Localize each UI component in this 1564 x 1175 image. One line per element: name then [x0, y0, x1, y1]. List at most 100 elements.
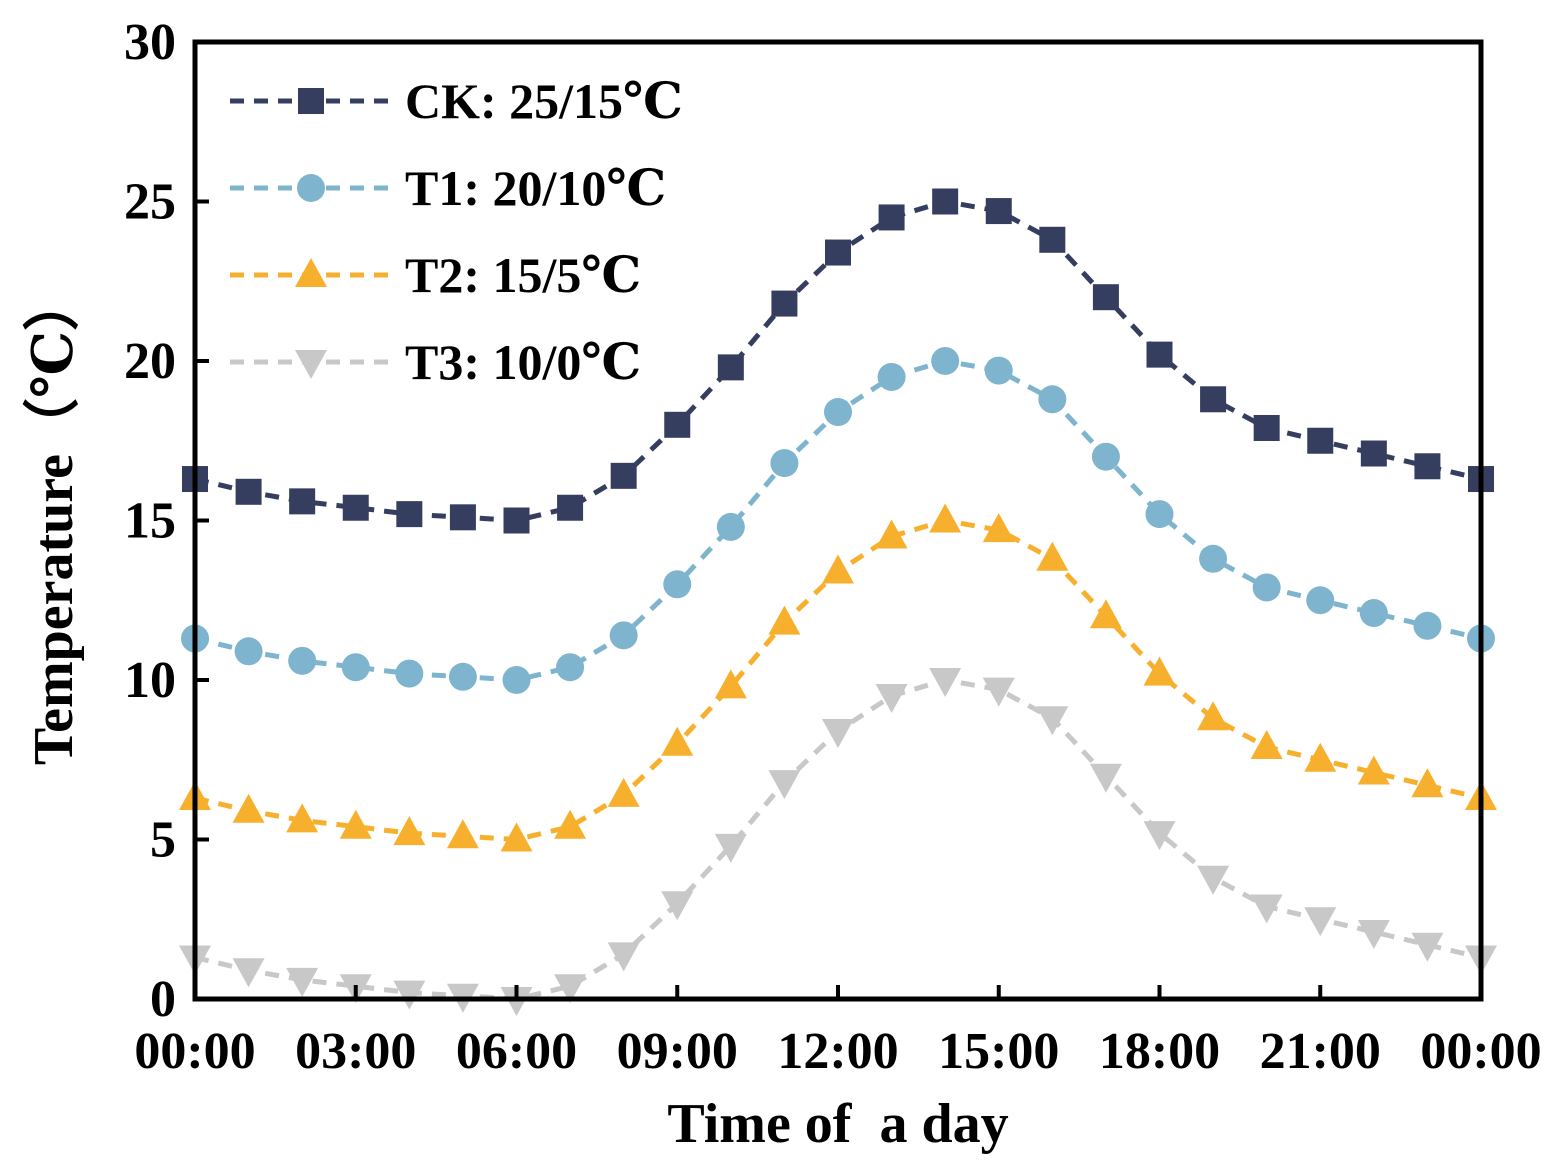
data-point [235, 478, 262, 505]
legend-item: T3: 10/0℃ [230, 334, 641, 390]
data-point [661, 891, 694, 921]
data-point [557, 494, 584, 521]
data-point [932, 188, 959, 215]
data-point [500, 822, 533, 852]
data-point [1089, 763, 1122, 793]
data-point [1036, 541, 1069, 571]
legend-label: T2: 15/5℃ [405, 247, 641, 303]
data-point [875, 683, 908, 713]
data-point [556, 653, 585, 682]
data-point [1039, 226, 1066, 253]
ticks-layer: 00:00 03:00 06:00 09:00 12:00 15:00 18:00 21:00… [124, 14, 1542, 1080]
data-point [1197, 701, 1230, 731]
y-axis-title: Temperature（℃） [22, 275, 85, 765]
y-tick-label: 10 [124, 652, 176, 709]
legend: CK: 25/15℃ T1: 20/10℃ T2: 15/5℃ T3: 10/0℃ [230, 73, 683, 390]
legend-item: CK: 25/15℃ [230, 73, 683, 129]
x-tick-label: 00:00 [134, 1023, 255, 1080]
data-point [877, 362, 906, 391]
legend-item: T1: 20/10℃ [230, 160, 666, 216]
data-point [286, 967, 319, 997]
legend-marker [295, 350, 327, 379]
data-point [234, 637, 263, 666]
y-tick-label: 5 [150, 812, 176, 869]
data-point [1038, 385, 1067, 414]
data-point [717, 354, 744, 381]
data-point [446, 819, 479, 849]
data-point [1199, 544, 1228, 573]
data-point [393, 816, 426, 846]
x-tick-label: 18:00 [1099, 1023, 1220, 1080]
series-triangle-down [179, 668, 1497, 1016]
data-point [1360, 440, 1387, 467]
data-point [395, 659, 424, 688]
y-tick-label: 20 [124, 333, 176, 390]
data-point [342, 494, 369, 521]
data-point [1250, 729, 1283, 759]
data-point [1357, 755, 1390, 785]
data-point [822, 719, 854, 749]
data-point [502, 666, 531, 694]
data-point [661, 726, 694, 756]
y-tick-label: 30 [124, 14, 176, 71]
data-point [770, 449, 799, 478]
data-point [607, 777, 640, 807]
data-point [393, 980, 426, 1010]
data-point [448, 662, 477, 691]
data-point [716, 512, 745, 541]
data-point [289, 488, 316, 515]
data-point [286, 803, 319, 833]
data-point [1253, 414, 1280, 441]
series-triangle-up [179, 503, 1497, 852]
legend-label: CK: 25/15℃ [405, 73, 683, 129]
data-point [396, 501, 423, 528]
data-point [1414, 453, 1441, 480]
series-circle [181, 347, 1495, 694]
data-point [985, 198, 1012, 225]
data-point [1357, 920, 1390, 950]
x-tick-label: 21:00 [1260, 1023, 1381, 1080]
data-point [607, 942, 640, 972]
data-point [1143, 821, 1176, 851]
data-point [1304, 907, 1337, 937]
data-point [768, 770, 801, 800]
legend-marker [298, 88, 324, 114]
data-point [610, 462, 637, 489]
data-point [339, 809, 372, 839]
data-point [1200, 386, 1227, 413]
series-square [182, 188, 1494, 534]
data-point [1304, 742, 1337, 772]
data-point [232, 793, 265, 823]
data-point [288, 646, 317, 675]
data-point [1091, 442, 1120, 471]
data-point [554, 809, 587, 839]
data-point [1250, 894, 1283, 924]
data-point [1089, 599, 1122, 629]
x-tick-label: 12:00 [777, 1023, 898, 1080]
data-point [1036, 706, 1069, 736]
x-tick-label: 00:00 [1420, 1023, 1541, 1080]
data-point [929, 503, 962, 533]
data-point [714, 669, 747, 699]
data-point [1359, 599, 1388, 628]
data-point [1252, 573, 1281, 602]
x-axis-title: Time of a day [667, 1093, 1008, 1155]
data-point [1411, 932, 1444, 962]
data-point [1143, 656, 1176, 686]
data-point [1092, 284, 1119, 311]
x-tick-label: 06:00 [456, 1023, 577, 1080]
data-point [768, 605, 801, 635]
data-point [878, 204, 905, 231]
legend-marker [297, 174, 325, 202]
legend-label: T3: 10/0℃ [405, 334, 641, 390]
legend-item: T2: 15/5℃ [230, 247, 641, 303]
data-point [232, 958, 265, 988]
data-point [929, 668, 962, 697]
legend-marker [295, 258, 327, 287]
data-point [1146, 341, 1173, 368]
data-point [825, 239, 851, 266]
data-point [714, 833, 747, 863]
data-point [554, 974, 587, 1004]
series-layer [179, 188, 1497, 1016]
